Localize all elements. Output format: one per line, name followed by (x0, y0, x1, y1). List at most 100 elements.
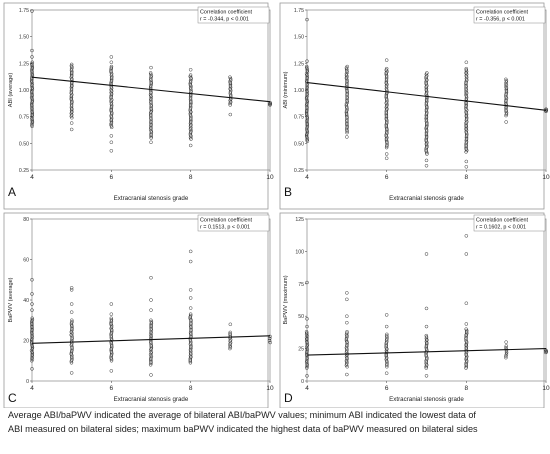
point-column (464, 60, 469, 169)
point-column (228, 75, 233, 117)
outlier-point (188, 143, 193, 148)
outlier-point (109, 140, 114, 144)
outlier-point (149, 276, 153, 280)
panel-b: 0.25 0.50 0.75 1.00 1.25 1.50 1.75 4 6 8 10 Extracr… (279, 2, 550, 210)
y-tick-label: 0 (301, 379, 304, 385)
y-tick-label: 0.75 (294, 115, 304, 121)
panel-letter: D (284, 391, 293, 405)
trend-line (31, 335, 271, 344)
data-point (188, 73, 193, 77)
outlier-point (69, 127, 74, 132)
y-tick-label: 1.75 (294, 8, 304, 14)
data-point (304, 330, 309, 334)
point-column (504, 77, 509, 124)
outlier-point (109, 369, 114, 373)
x-tick-label: 6 (110, 174, 114, 181)
x-tick-label: 10 (542, 174, 550, 181)
outlier-point (345, 297, 349, 302)
outlier-point (109, 312, 114, 316)
point-column (384, 58, 389, 160)
outlier-point (345, 135, 349, 139)
annotation-title: Correlation coefficient (476, 10, 529, 16)
data-point (149, 318, 153, 322)
data-point (305, 66, 309, 70)
panel-frame (3, 2, 269, 210)
point-column (344, 64, 350, 139)
x-axis-label: Extracranial stenosis grade (389, 396, 464, 403)
data-point (345, 331, 349, 335)
data-point (149, 72, 153, 77)
y-tick-label: 0.25 (19, 168, 29, 174)
outlier-point (30, 302, 34, 306)
data-point (385, 332, 389, 337)
data-point (464, 66, 469, 71)
panel-letter: C (8, 391, 17, 405)
data-point (267, 338, 272, 343)
plot-area (306, 218, 547, 382)
data-point (504, 344, 509, 348)
annotation-box (473, 6, 546, 24)
y-tick-label: 100 (295, 249, 304, 255)
outlier-point (305, 317, 309, 321)
outlier-point (149, 308, 153, 312)
outlier-point (69, 286, 74, 290)
y-tick-label: 80 (23, 217, 29, 223)
data-point (424, 333, 429, 338)
data-point (504, 354, 508, 358)
outlier-point (149, 140, 153, 144)
data-point (384, 66, 389, 71)
outlier-point (69, 288, 74, 292)
data-point (424, 335, 429, 339)
point-column (148, 65, 154, 144)
outlier-point (109, 302, 114, 306)
point-column (424, 252, 429, 378)
y-axis-label: ABI (average) (8, 73, 14, 108)
outlier-point (69, 121, 74, 125)
y-tick-label: 1.75 (19, 8, 29, 14)
outlier-point (188, 306, 193, 310)
data-point (268, 334, 272, 339)
caption-line-2: ABI measured on bilateral sides; maximum… (8, 423, 478, 434)
x-tick-label: 8 (189, 174, 193, 181)
outlier-point (30, 308, 34, 312)
y-tick-label: 25 (298, 347, 304, 353)
x-tick-label: 10 (266, 385, 274, 392)
outlier-point (424, 306, 429, 311)
outlier-point (504, 120, 508, 124)
y-tick-label: 125 (295, 217, 304, 223)
outlier-point (384, 313, 389, 317)
outlier-point (305, 280, 309, 285)
outlier-point (384, 156, 389, 160)
y-tick-label: 0.25 (294, 168, 304, 174)
y-tick-label: 0.50 (294, 141, 304, 147)
outlier-point (464, 301, 469, 305)
outlier-point (188, 296, 193, 300)
x-tick-label: 4 (30, 174, 34, 181)
figure-panels: 0.25 0.50 0.75 1.00 1.25 1.50 1.75 4 6 8 10 Extracr… (3, 2, 550, 408)
data-point (464, 68, 469, 72)
point-column (267, 334, 272, 345)
outlier-point (305, 59, 309, 63)
outlier-point (149, 65, 153, 70)
data-point (149, 319, 154, 324)
y-tick-label: 1.00 (294, 88, 304, 94)
annotation-title: Correlation coefficient (200, 218, 253, 224)
outlier-point (464, 159, 469, 164)
y-tick-label: 20 (23, 339, 29, 345)
y-tick-label: 1.25 (19, 61, 29, 67)
caption-line-1: Average ABI/baPWV indicated the average … (8, 410, 476, 420)
point-column (69, 286, 74, 375)
data-point (268, 340, 272, 345)
y-tick-label: 60 (23, 258, 29, 264)
outlier-point (305, 374, 309, 378)
outlier-point (30, 48, 34, 53)
trend-line (31, 76, 271, 103)
data-point (504, 355, 508, 360)
point-column (268, 101, 273, 107)
x-axis-label: Extracranial stenosis grade (389, 195, 464, 202)
outlier-point (464, 252, 469, 256)
outlier-point (109, 149, 114, 153)
data-point (345, 64, 349, 69)
outlier-point (188, 68, 193, 72)
data-point (425, 71, 429, 75)
